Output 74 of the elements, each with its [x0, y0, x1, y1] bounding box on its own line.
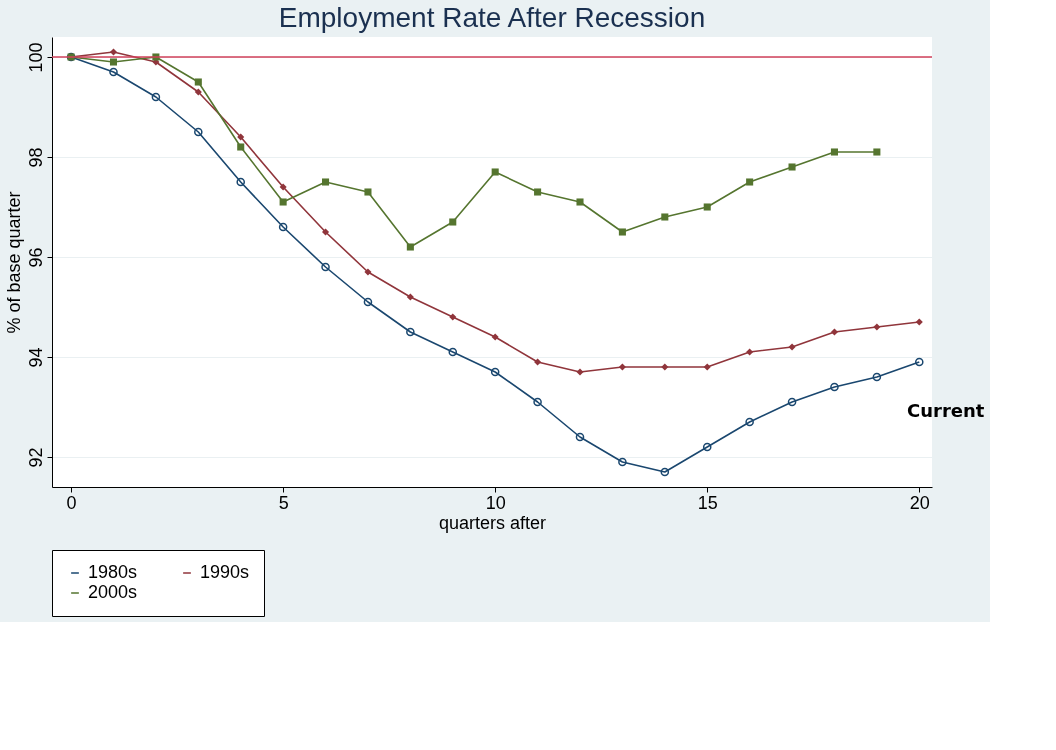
point — [322, 228, 330, 236]
point — [618, 228, 626, 236]
point — [237, 133, 245, 141]
point — [406, 293, 414, 301]
point — [109, 48, 118, 56]
point — [787, 397, 797, 407]
point — [491, 168, 499, 176]
point — [661, 363, 669, 371]
point — [576, 368, 584, 376]
legend-label: 1990s — [200, 562, 250, 582]
point — [830, 382, 839, 392]
point — [448, 347, 458, 357]
point — [914, 357, 924, 367]
annotation: Current — [907, 400, 985, 421]
point — [702, 442, 712, 452]
point — [279, 198, 287, 206]
point — [788, 343, 796, 351]
point — [703, 363, 711, 371]
y-tick-label: 94 — [25, 347, 46, 368]
point — [194, 88, 202, 96]
point — [109, 67, 118, 77]
point — [364, 268, 372, 276]
x-tick-label: 20 — [909, 492, 930, 513]
point — [872, 372, 882, 382]
point — [237, 143, 245, 151]
point — [661, 213, 669, 221]
x-axis-title: quarters after — [438, 512, 547, 533]
point — [534, 358, 542, 366]
point — [618, 457, 627, 467]
point — [745, 417, 754, 427]
point — [406, 243, 414, 251]
point — [279, 183, 287, 191]
point — [363, 297, 373, 307]
point — [576, 198, 584, 206]
x-tick-label: 10 — [485, 492, 506, 513]
point — [490, 367, 500, 377]
chart-title: Employment Rate After Recession — [278, 2, 706, 33]
point — [321, 262, 330, 272]
point — [618, 363, 626, 371]
y-tick-label: 100 — [25, 42, 46, 73]
point — [533, 397, 542, 407]
point — [364, 188, 372, 196]
y-tick-label: 96 — [25, 247, 46, 268]
point — [660, 467, 670, 477]
point — [236, 177, 246, 187]
point — [491, 333, 499, 341]
point — [830, 148, 838, 156]
point — [873, 148, 881, 156]
point — [746, 348, 754, 356]
point — [449, 218, 457, 226]
point — [873, 323, 881, 331]
point — [151, 92, 161, 102]
point — [830, 328, 838, 336]
point — [322, 178, 330, 186]
point — [194, 127, 203, 137]
y-axis-title: % of base quarter — [3, 191, 24, 334]
point — [449, 313, 457, 321]
point — [194, 78, 202, 86]
point — [703, 203, 711, 211]
point — [915, 318, 923, 326]
point — [575, 432, 585, 442]
point — [406, 327, 415, 337]
y-tick-label: 92 — [25, 447, 46, 468]
point — [746, 178, 754, 186]
legend-label: 2000s — [88, 582, 138, 602]
point — [534, 188, 542, 196]
point — [278, 222, 288, 232]
x-tick-label: 0 — [66, 492, 77, 513]
point — [109, 58, 118, 66]
point — [788, 163, 796, 171]
x-tick-label: 5 — [278, 492, 289, 513]
legend-label: 1980s — [88, 562, 138, 582]
x-tick-label: 15 — [697, 492, 718, 513]
y-tick-label: 98 — [25, 147, 46, 168]
